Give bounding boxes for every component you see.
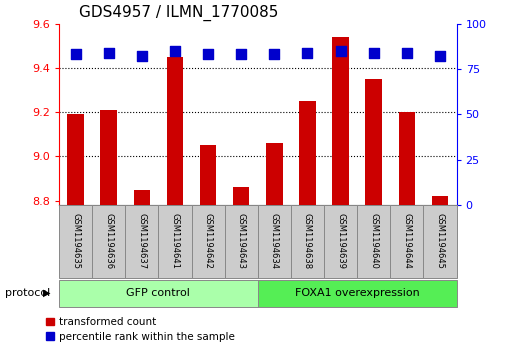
Text: protocol: protocol (5, 288, 50, 298)
Point (237, 52, 245, 57)
Point (105, 50, 113, 56)
Text: FOXA1 overexpression: FOXA1 overexpression (295, 288, 420, 298)
Bar (390, 205, 423, 278)
Text: GSM1194642: GSM1194642 (204, 213, 212, 269)
Text: GSM1194638: GSM1194638 (303, 213, 312, 269)
Point (370, 50, 378, 56)
Bar (357, 205, 390, 278)
Point (270, 52, 279, 57)
Bar (399, 112, 415, 205)
Bar (92, 205, 125, 278)
Bar (258, 205, 291, 278)
Point (71, 52, 80, 57)
Bar (59, 205, 92, 278)
Point (436, 53, 444, 59)
Bar (101, 110, 117, 205)
Text: GDS4957 / ILMN_1770085: GDS4957 / ILMN_1770085 (79, 5, 278, 21)
Point (403, 50, 411, 56)
Text: GFP control: GFP control (126, 288, 190, 298)
Bar (324, 205, 357, 278)
Bar (233, 187, 249, 205)
Text: GSM1194637: GSM1194637 (137, 213, 146, 269)
Bar (191, 205, 225, 278)
Bar (59, 280, 258, 307)
Text: GSM1194639: GSM1194639 (336, 213, 345, 269)
Text: GSM1194636: GSM1194636 (104, 213, 113, 269)
Bar (423, 205, 457, 278)
Text: GSM1194635: GSM1194635 (71, 213, 80, 269)
Bar (332, 37, 349, 205)
Bar (225, 205, 258, 278)
Bar (167, 57, 183, 205)
Text: GSM1194641: GSM1194641 (170, 213, 180, 269)
Text: GSM1194645: GSM1194645 (436, 213, 444, 269)
Text: GSM1194634: GSM1194634 (270, 213, 279, 269)
Point (171, 48, 179, 54)
Bar (200, 145, 216, 205)
Bar (365, 79, 382, 205)
Text: GSM1194640: GSM1194640 (369, 213, 378, 269)
Point (337, 48, 345, 54)
Bar (133, 189, 150, 205)
Text: GSM1194643: GSM1194643 (236, 213, 246, 269)
Bar (291, 205, 324, 278)
Point (137, 53, 146, 59)
Bar (266, 143, 283, 205)
Point (204, 52, 212, 57)
Text: GSM1194644: GSM1194644 (402, 213, 411, 269)
Bar (258, 280, 457, 307)
Bar (67, 114, 84, 205)
Bar (299, 101, 316, 205)
Bar (125, 205, 159, 278)
Point (303, 50, 311, 56)
Text: ▶: ▶ (43, 288, 50, 298)
Bar (159, 205, 191, 278)
Legend: transformed count, percentile rank within the sample: transformed count, percentile rank withi… (46, 317, 234, 342)
Bar (432, 196, 448, 205)
